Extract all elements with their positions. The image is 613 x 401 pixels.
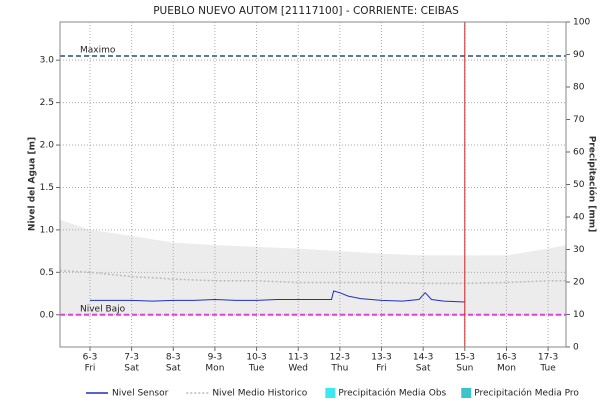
historic-band — [60, 219, 566, 315]
y2-tick-label: 70 — [573, 115, 585, 125]
chart-title: PUEBLO NUEVO AUTOM [21117100] - CORRIENT… — [153, 5, 459, 17]
x-tick-label: 16-3 — [496, 353, 516, 363]
x-tick-label: 13-3 — [371, 353, 391, 363]
y-tick-label: 1.0 — [40, 225, 55, 235]
x-tick-label: 17-3 — [538, 353, 558, 363]
y2-tick-label: 50 — [573, 180, 585, 190]
x-tick-label: 7-3 — [124, 353, 139, 363]
legend-label: Precipitación Media Pro — [474, 388, 579, 399]
x-tick-label: 8-3 — [166, 353, 181, 363]
x-tick-label: 9-3 — [208, 353, 223, 363]
series-line — [89, 290, 465, 303]
legend-label: Nivel Medio Historico — [212, 389, 307, 399]
x-tick-weekday: Fri — [376, 364, 387, 374]
legend-label: Nivel Sensor — [112, 389, 169, 399]
x-tick-label: 11-3 — [288, 353, 308, 363]
x-tick-label: 15-3 — [455, 353, 475, 363]
y-tick-label: 2.0 — [40, 141, 55, 151]
y-tick-label: 2.5 — [40, 98, 54, 108]
y-axis-label: Nivel del Agua [m] — [28, 137, 38, 231]
x-tick-weekday: Tue — [539, 364, 556, 374]
x-tick-weekday: Thu — [330, 364, 348, 374]
x-tick-label: 12-3 — [330, 353, 350, 363]
y2-tick-label: 10 — [573, 310, 585, 320]
x-tick-label: 14-3 — [413, 353, 433, 363]
y2-axis-label: Precipitación [mm] — [587, 136, 598, 233]
y2-tick-label: 80 — [573, 83, 585, 93]
x-tick-weekday: Sun — [456, 364, 473, 374]
x-tick-weekday: Sat — [166, 364, 181, 374]
x-tick-weekday: Mon — [205, 364, 224, 374]
y-tick-label: 1.5 — [40, 183, 54, 193]
y-tick-label: 0.0 — [40, 310, 55, 320]
x-tick-weekday: Fri — [85, 364, 96, 374]
y2-tick-label: 0 — [573, 343, 579, 353]
y-tick-label: 0.5 — [40, 268, 54, 278]
y2-tick-label: 60 — [573, 148, 585, 158]
x-tick-weekday: Tue — [248, 364, 265, 374]
plot-frame — [59, 21, 567, 348]
y2-tick-label: 40 — [573, 213, 585, 223]
y2-tick-label: 20 — [573, 278, 585, 288]
legend-label: Precipitación Media Obs — [338, 388, 446, 399]
reference-label: Nivel Bajo — [80, 304, 126, 314]
legend-swatch — [461, 388, 472, 398]
x-tick-label: 10-3 — [246, 353, 266, 363]
reference-label: Maximo — [80, 45, 116, 55]
y2-tick-label: 90 — [573, 50, 585, 60]
x-tick-label: 6-3 — [83, 353, 98, 363]
y2-tick-label: 30 — [573, 245, 585, 255]
x-tick-weekday: Wed — [288, 364, 308, 374]
x-tick-weekday: Sat — [416, 364, 431, 374]
y-tick-label: 3.0 — [40, 56, 55, 66]
y2-tick-label: 100 — [573, 18, 590, 28]
legend-swatch — [325, 388, 336, 398]
x-tick-weekday: Mon — [497, 364, 516, 374]
x-tick-weekday: Sat — [124, 364, 139, 374]
